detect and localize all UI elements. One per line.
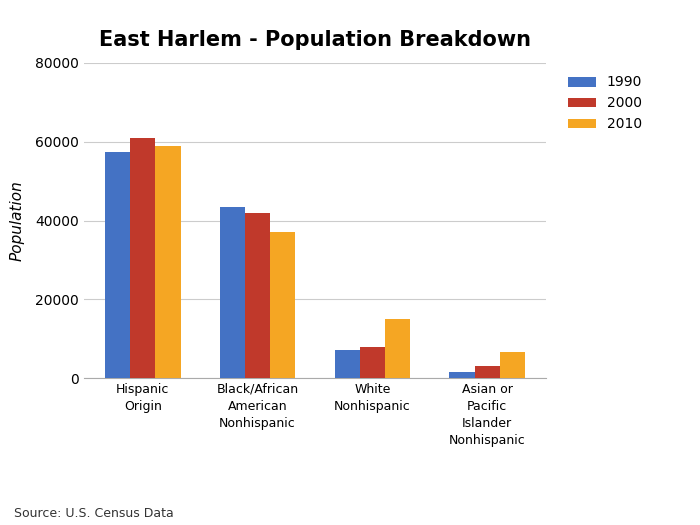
Bar [385,319,410,378]
Bar [500,352,525,378]
Bar [335,351,360,378]
Title: East Harlem - Population Breakdown: East Harlem - Population Breakdown [99,30,531,50]
Text: Source: U.S. Census Data: Source: U.S. Census Data [14,507,174,520]
Legend: 1990, 2000, 2010: 1990, 2000, 2010 [562,70,648,137]
Bar [105,152,130,378]
Bar [270,232,295,378]
Bar [449,372,475,378]
Bar [220,207,245,378]
Bar [360,346,385,378]
Y-axis label: Population: Population [9,180,25,261]
Bar [245,213,270,378]
Bar [155,145,181,378]
Bar [475,366,500,378]
Bar [130,138,155,378]
